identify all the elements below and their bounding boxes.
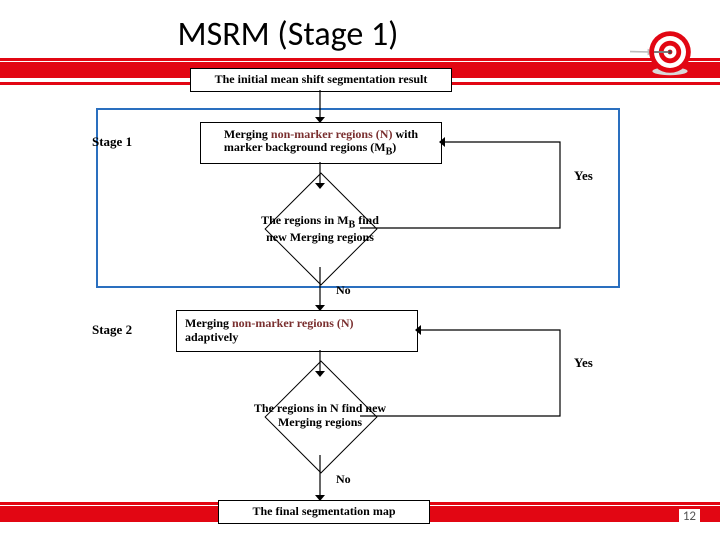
- s1-rest: marker background regions (M: [224, 140, 386, 154]
- s2-tail: adaptively: [185, 330, 238, 344]
- d2-l2: Merging regions: [278, 415, 362, 429]
- target-icon: [630, 20, 694, 84]
- node-final-text: The final segmentation map: [252, 505, 395, 519]
- s1-nonmarker: non-marker regions (N): [271, 127, 393, 141]
- node-initial-result: The initial mean shift segmentation resu…: [190, 68, 452, 92]
- label-no-2: No: [336, 472, 351, 487]
- decision-stage1-label: The regions in MB find new Merging regio…: [225, 214, 415, 245]
- s1-prefix: Merging: [224, 127, 271, 141]
- s1-tail: ): [392, 140, 396, 154]
- d1-l1b: find: [355, 213, 379, 227]
- node-initial-text: The initial mean shift segmentation resu…: [215, 73, 428, 87]
- stage1-label: Stage 1: [92, 134, 132, 150]
- stage2-label: Stage 2: [92, 322, 132, 338]
- s1-mid: with: [392, 127, 418, 141]
- label-yes-1: Yes: [574, 168, 593, 184]
- page-number: 12: [679, 509, 700, 524]
- d1-l1a: The regions in M: [261, 213, 348, 227]
- label-yes-2: Yes: [574, 355, 593, 371]
- label-no-1: No: [336, 283, 351, 298]
- decision-stage2-label: The regions in N find new Merging region…: [225, 402, 415, 430]
- header-thin-line-top: [0, 58, 720, 61]
- node-final-map: The final segmentation map: [218, 500, 430, 524]
- s2-nonmarker: non-marker regions (N): [232, 316, 354, 330]
- d1-l2: new Merging regions: [266, 230, 374, 244]
- node-stage1-merge: Merging non-marker regions (N) with mark…: [200, 122, 442, 164]
- node-stage2-merge: Merging non-marker regions (N) adaptivel…: [176, 310, 418, 352]
- d2-l1: The regions in N find new: [254, 401, 386, 415]
- s2-prefix: Merging: [185, 316, 232, 330]
- slide-title: MSRM (Stage 1): [108, 14, 468, 55]
